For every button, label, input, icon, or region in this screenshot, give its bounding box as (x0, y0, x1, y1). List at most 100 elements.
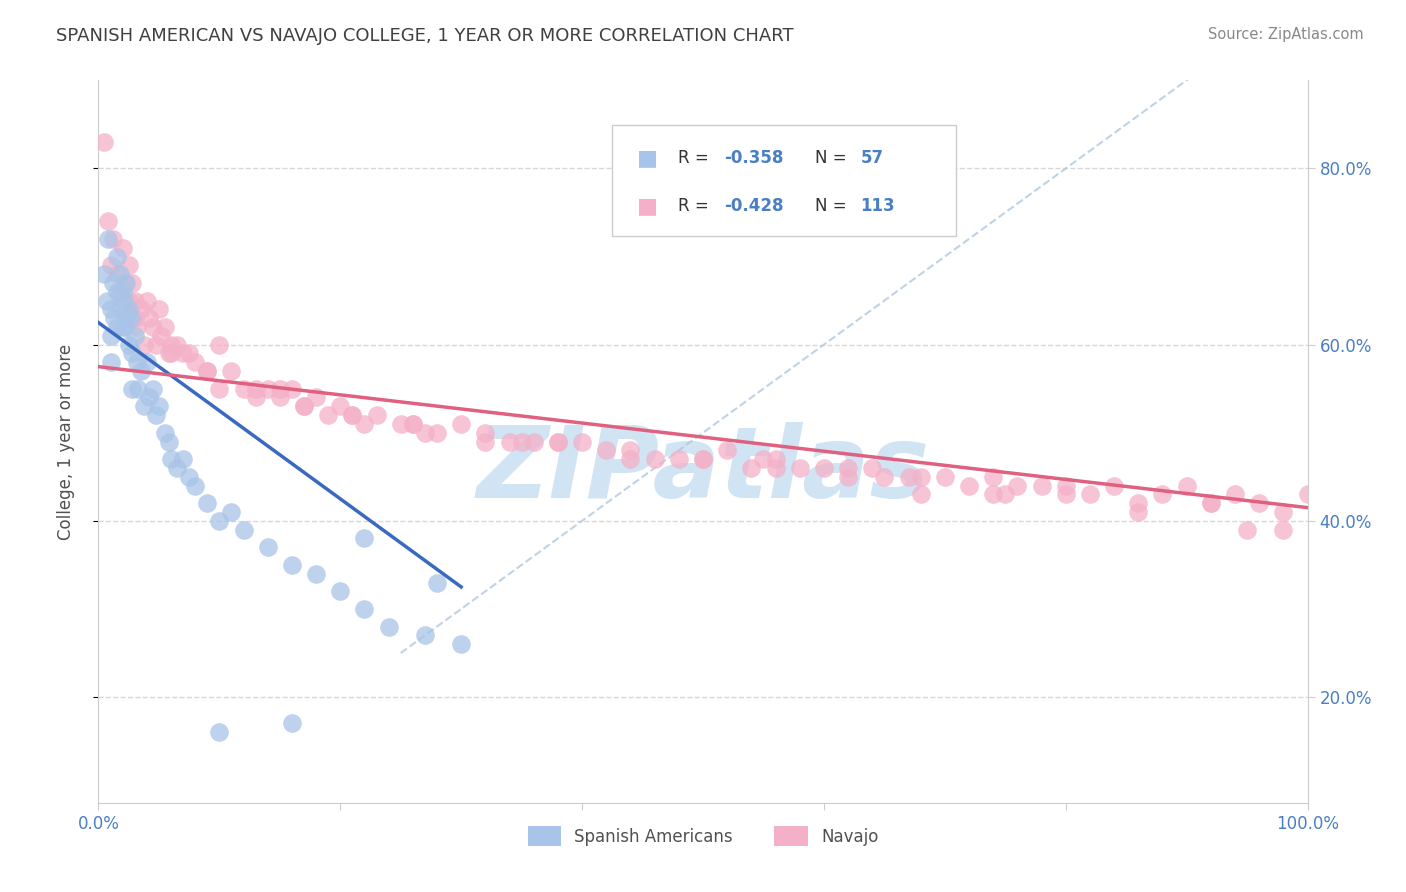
Point (1128, 505, 1150, 519)
Point (510, 434, 533, 449)
Point (269, 391, 291, 405)
Point (413, 628, 436, 642)
Point (1272, 505, 1295, 519)
Point (232, 382, 254, 396)
Point (115, 276, 138, 290)
Point (112, 293, 135, 308)
Point (145, 337, 167, 351)
Point (134, 337, 156, 351)
Point (195, 364, 218, 378)
Point (402, 417, 425, 431)
Point (523, 434, 546, 449)
Point (124, 293, 146, 308)
Point (134, 399, 156, 413)
Point (208, 725, 231, 739)
Point (195, 364, 218, 378)
Point (232, 523, 254, 537)
Point (752, 452, 775, 467)
Point (316, 408, 339, 422)
Point (547, 434, 569, 449)
Point (138, 391, 160, 405)
Text: R =: R = (678, 197, 714, 215)
Point (281, 558, 304, 572)
Point (105, 267, 128, 281)
Point (150, 328, 173, 343)
Point (1223, 487, 1246, 501)
Point (208, 382, 231, 396)
Point (100, 355, 122, 369)
Point (157, 346, 180, 360)
Point (105, 285, 128, 299)
Point (329, 399, 352, 413)
Point (813, 461, 835, 475)
Point (1007, 478, 1029, 492)
Point (166, 461, 188, 475)
Legend: Spanish Americans, Navajo: Spanish Americans, Navajo (520, 820, 886, 852)
Point (377, 619, 399, 633)
Point (153, 320, 176, 334)
Point (105, 320, 128, 334)
Point (692, 452, 714, 467)
Point (148, 399, 170, 413)
Point (426, 575, 449, 590)
Point (160, 346, 183, 360)
Point (1175, 478, 1198, 492)
Point (129, 364, 152, 378)
Point (366, 408, 388, 422)
Point (329, 584, 352, 599)
Point (1272, 523, 1295, 537)
Point (172, 452, 194, 467)
Point (208, 514, 231, 528)
Point (221, 364, 243, 378)
Point (837, 461, 859, 475)
Point (547, 434, 569, 449)
Point (353, 417, 375, 431)
Point (148, 302, 170, 317)
Text: SPANISH AMERICAN VS NAVAJO COLLEGE, 1 YEAR OR MORE CORRELATION CHART: SPANISH AMERICAN VS NAVAJO COLLEGE, 1 YE… (56, 27, 794, 45)
Point (1152, 487, 1174, 501)
Point (281, 716, 304, 731)
Point (342, 408, 364, 422)
Point (121, 346, 143, 360)
Point (179, 346, 201, 360)
Point (571, 434, 593, 449)
Point (208, 337, 231, 351)
Point (114, 320, 136, 334)
Point (105, 250, 128, 264)
Point (1054, 487, 1077, 501)
Point (1249, 496, 1271, 510)
Point (957, 478, 980, 492)
Point (305, 391, 328, 405)
Point (127, 355, 149, 369)
Point (1199, 496, 1222, 510)
Point (160, 337, 183, 351)
Point (97, 232, 120, 246)
Point (101, 276, 124, 290)
Point (221, 505, 243, 519)
Point (118, 302, 141, 317)
Point (1031, 478, 1053, 492)
Point (121, 276, 143, 290)
Point (108, 267, 131, 281)
Point (1296, 487, 1319, 501)
Point (179, 470, 201, 484)
Point (413, 425, 436, 440)
Text: ■: ■ (637, 196, 658, 216)
Point (716, 443, 738, 458)
Y-axis label: College, 1 year or more: College, 1 year or more (56, 343, 75, 540)
Point (157, 434, 180, 449)
Point (96, 293, 118, 308)
Point (981, 487, 1004, 501)
Point (101, 232, 124, 246)
Text: N =: N = (815, 197, 852, 215)
Point (740, 461, 762, 475)
Point (450, 637, 472, 651)
Point (111, 320, 134, 334)
Point (111, 241, 134, 255)
Point (910, 487, 932, 501)
Point (1199, 496, 1222, 510)
Point (292, 399, 315, 413)
Point (153, 425, 176, 440)
Point (124, 328, 146, 343)
Point (873, 470, 896, 484)
